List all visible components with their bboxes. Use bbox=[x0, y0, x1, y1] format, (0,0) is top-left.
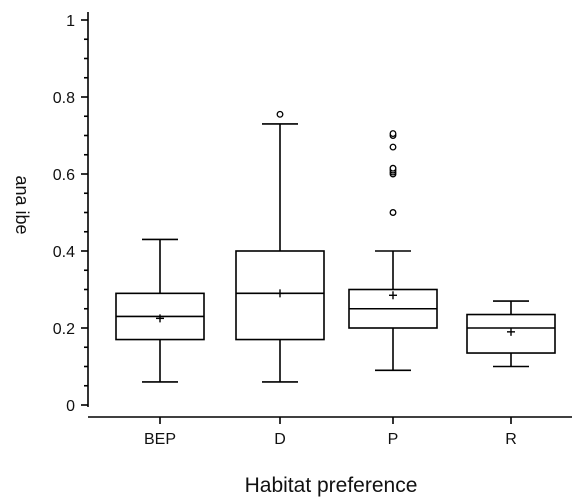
y-tick-label: 1 bbox=[66, 13, 75, 30]
box-r bbox=[466, 300, 556, 368]
y-axis: 0 0.2 0.4 0.6 0.8 1 bbox=[53, 12, 89, 415]
x-tick-label: R bbox=[505, 431, 517, 448]
x-tick-label: BEP bbox=[144, 431, 176, 448]
y-tick-label: 0.6 bbox=[53, 167, 75, 184]
y-axis-title: ana ibe bbox=[12, 175, 32, 234]
box-series bbox=[115, 110, 556, 383]
y-tick-label: 0.4 bbox=[53, 244, 75, 261]
outlier-point bbox=[389, 164, 397, 172]
outlier-point bbox=[389, 143, 397, 151]
box-bep bbox=[115, 238, 205, 383]
x-tick-label: D bbox=[274, 431, 286, 448]
box-d bbox=[235, 110, 325, 383]
outlier-point bbox=[389, 209, 397, 216]
outlier-point bbox=[276, 110, 284, 118]
y-tick-label: 0 bbox=[66, 398, 75, 415]
y-tick-label: 0.2 bbox=[53, 321, 75, 338]
x-axis: BEP D P R bbox=[88, 416, 572, 448]
box-p bbox=[348, 130, 438, 372]
y-tick-label: 0.8 bbox=[53, 90, 75, 107]
outlier-point bbox=[389, 130, 397, 138]
x-tick-label: P bbox=[388, 431, 399, 448]
x-axis-title: Habitat preference bbox=[245, 474, 418, 497]
